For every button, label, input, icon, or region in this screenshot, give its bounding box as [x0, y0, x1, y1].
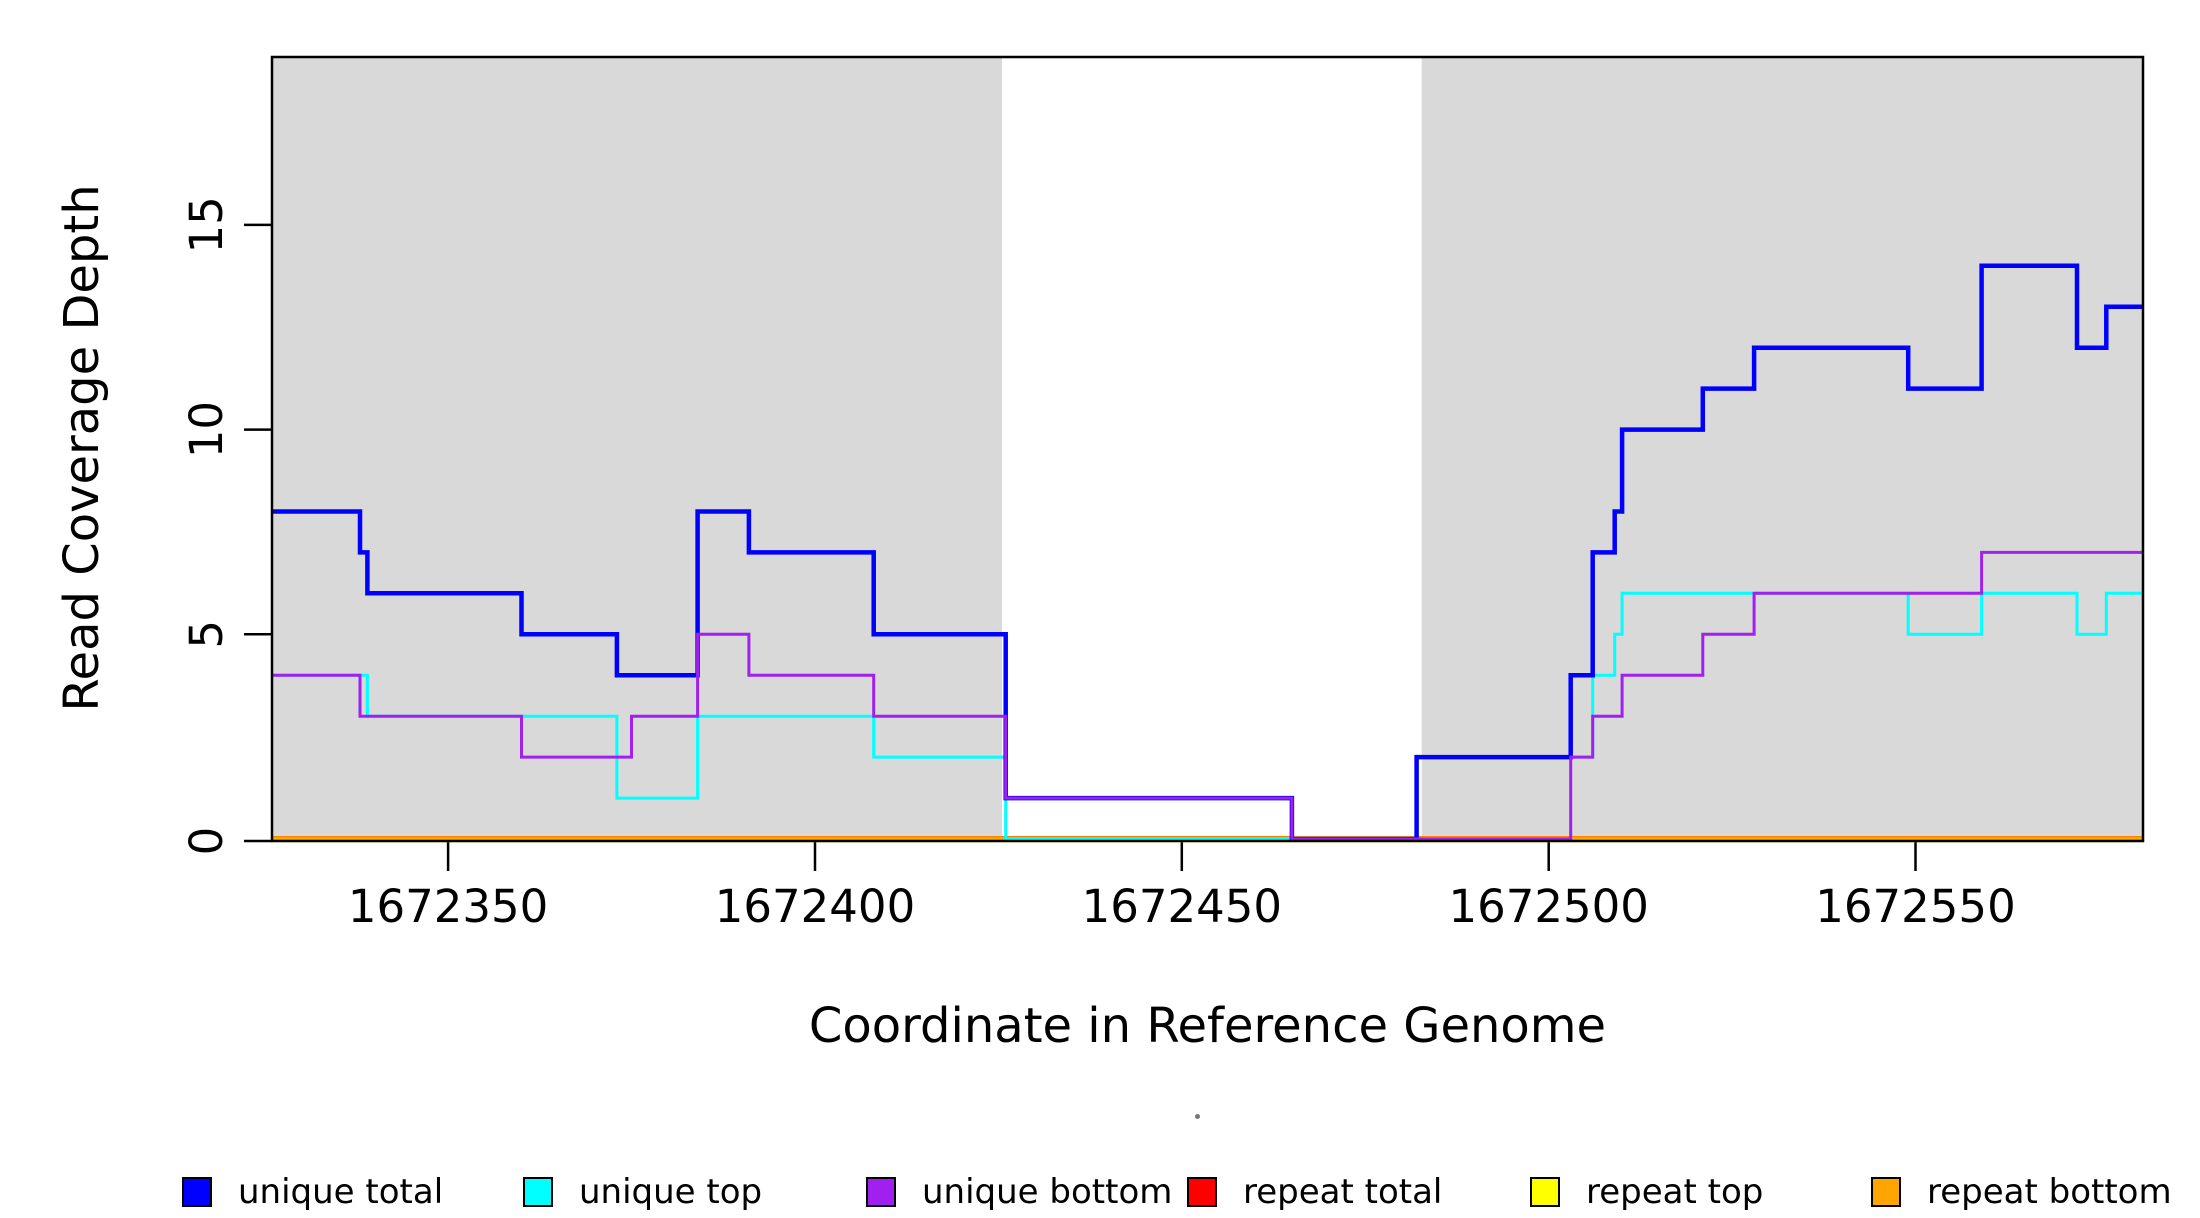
y-tick-label: 15: [180, 196, 233, 253]
legend-item-unique-bottom: unique bottom: [866, 1166, 1172, 1218]
legend-item-unique-top: unique top: [523, 1166, 762, 1218]
x-tick-label: 1672550: [1815, 880, 2015, 933]
legend-swatch-unique-bottom: [866, 1177, 896, 1207]
x-tick-label: 1672350: [348, 880, 548, 933]
legend-swatch-repeat-top: [1530, 1177, 1560, 1207]
series-line-unique-total: [272, 263, 2143, 842]
shaded-region-1: [272, 57, 1003, 841]
legend-item-unique-total: unique total: [182, 1166, 443, 1218]
y-tick-label: 5: [180, 620, 233, 649]
x-tick-label: 1672500: [1448, 880, 1648, 933]
legend-label: repeat top: [1586, 1172, 1764, 1212]
x-axis-title: Coordinate in Reference Genome: [808, 998, 1607, 1054]
legend-swatch-unique-top: [523, 1177, 553, 1207]
legend-label: unique top: [579, 1172, 763, 1212]
legend-swatch-repeat-bottom: [1871, 1177, 1901, 1207]
series-line-unique-bottom: [272, 550, 2143, 841]
legend-item-repeat-total: repeat total: [1187, 1166, 1442, 1218]
legend-label: repeat total: [1243, 1172, 1443, 1212]
y-tick-label: 10: [180, 401, 233, 458]
legend-label: unique total: [238, 1172, 444, 1212]
legend-label: repeat bottom: [1927, 1172, 2172, 1212]
legend-swatch-unique-total: [182, 1177, 212, 1207]
plot-box: [270, 55, 2145, 843]
stray-mark: [1195, 1114, 1200, 1119]
legend-item-repeat-bottom: repeat bottom: [1871, 1166, 2172, 1218]
legend-item-repeat-top: repeat top: [1530, 1166, 1763, 1218]
shaded-region-2: [1421, 57, 2143, 841]
x-tick-label: 1672400: [715, 880, 915, 933]
legend: unique total unique top unique bottom repea…: [0, 1166, 2200, 1218]
x-tick-label: 1672450: [1082, 880, 1282, 933]
legend-swatch-repeat-total: [1187, 1177, 1217, 1207]
y-axis-title: Read Coverage Depth: [54, 184, 110, 712]
legend-label: unique bottom: [922, 1172, 1173, 1212]
y-tick-label: 0: [180, 827, 233, 856]
